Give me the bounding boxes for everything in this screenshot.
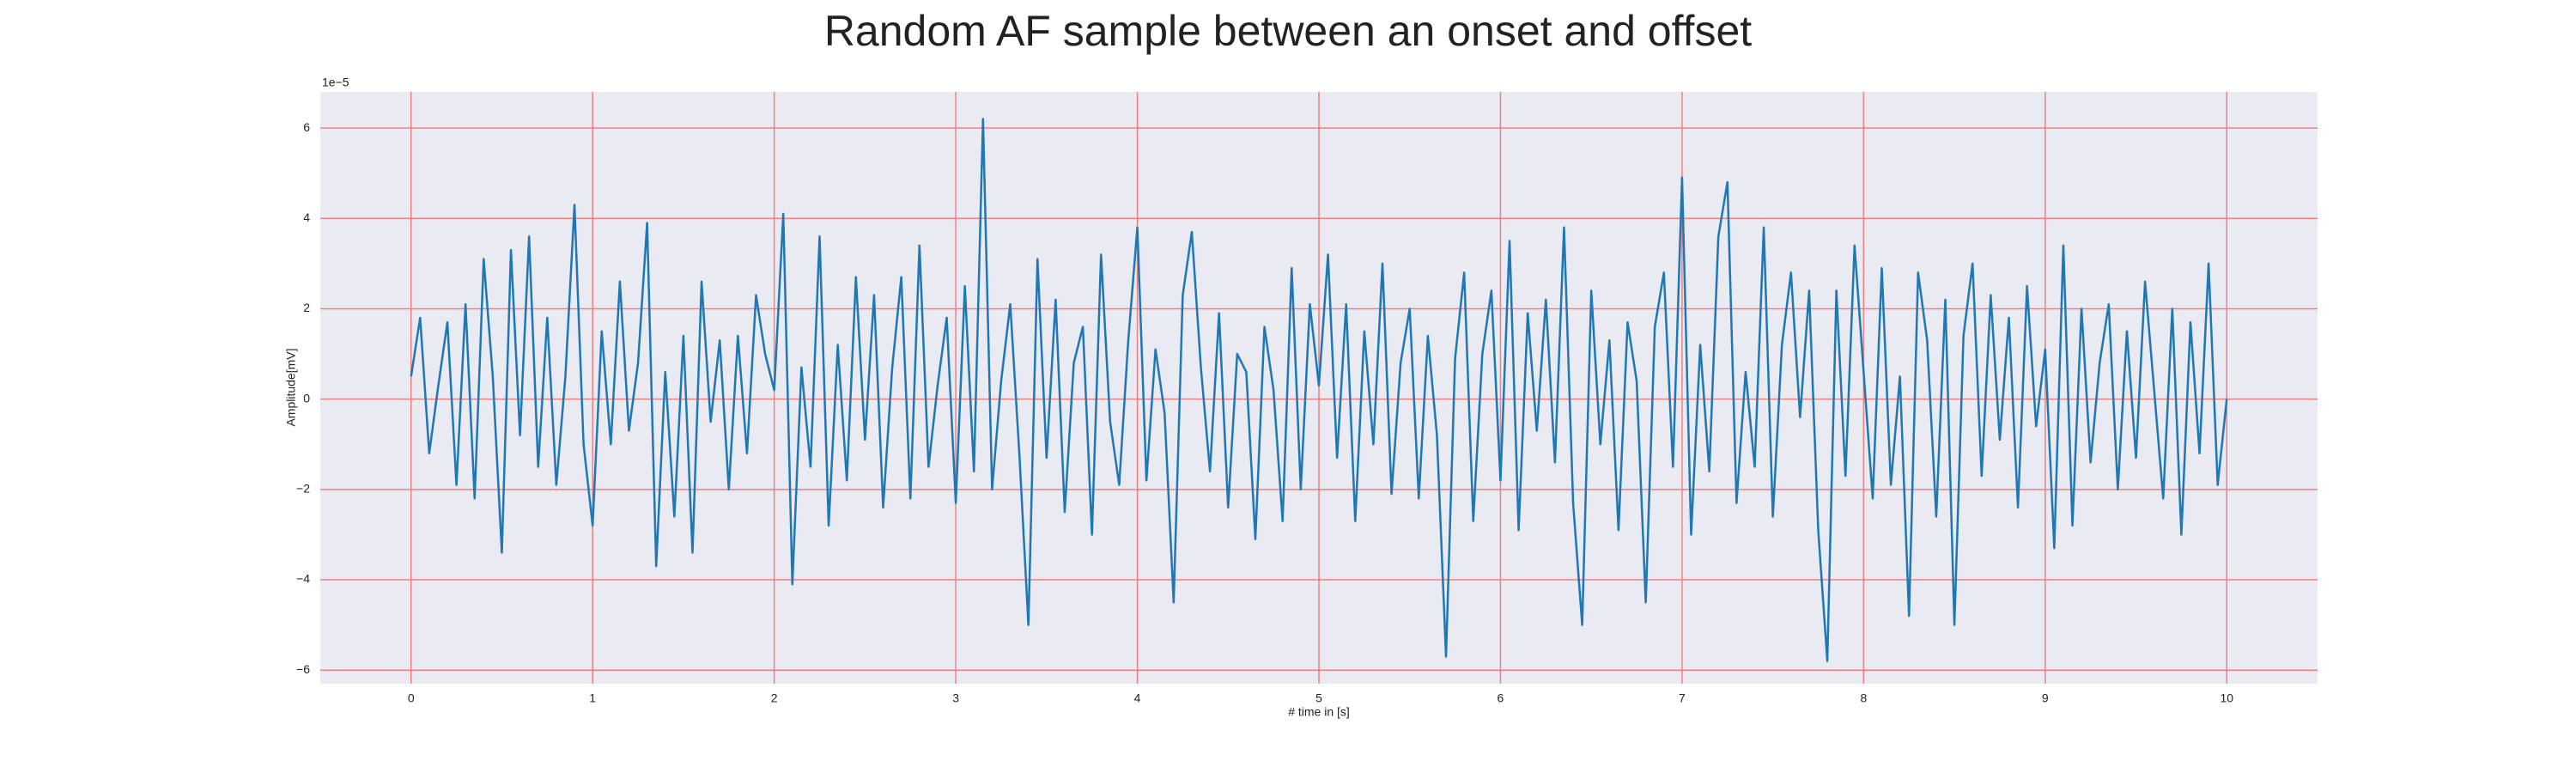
y-tick-label: 0 <box>303 391 310 405</box>
x-tick-label: 4 <box>1134 691 1141 705</box>
x-tick-label: 8 <box>1860 691 1867 705</box>
y-tick-label: 4 <box>303 210 310 224</box>
x-tick-label: 7 <box>1679 691 1686 705</box>
y-tick-label: 6 <box>303 120 310 134</box>
x-tick-label: 9 <box>2042 691 2049 705</box>
x-tick-label: 6 <box>1498 691 1504 705</box>
x-tick-label: 2 <box>771 691 778 705</box>
x-tick-label: 3 <box>952 691 959 705</box>
y-tick-label: −2 <box>296 482 310 496</box>
x-tick-label: 1 <box>589 691 596 705</box>
x-tick-label: 0 <box>408 691 415 705</box>
chart-title: Random AF sample between an onset and of… <box>824 7 1752 55</box>
x-axis-label: # time in [s] <box>1288 705 1350 719</box>
y-tick-label: −6 <box>296 662 310 676</box>
y-axis-label: Amplitude[mV] <box>284 348 298 426</box>
x-tick-label: 10 <box>2220 691 2233 705</box>
y-offset-label: 1e−5 <box>322 76 349 89</box>
y-tick-label: −4 <box>296 572 310 586</box>
signal-line <box>410 118 2228 662</box>
x-tick-label: 5 <box>1315 691 1322 705</box>
y-tick-label: 2 <box>303 301 310 314</box>
